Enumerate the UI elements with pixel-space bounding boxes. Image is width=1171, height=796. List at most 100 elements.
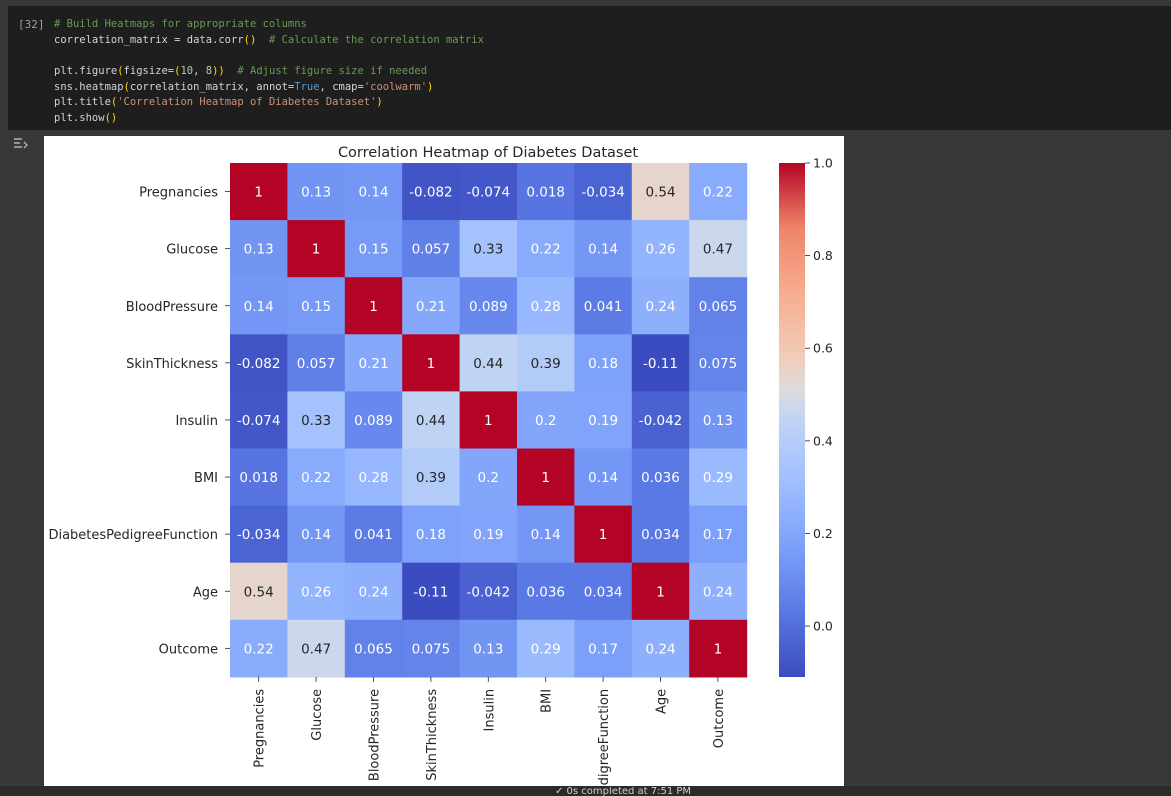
heatmap-cell-label: 0.14	[531, 527, 561, 543]
colorbar-tick-label: 0.8	[813, 248, 833, 263]
heatmap-cell-label: 0.29	[531, 641, 561, 657]
heatmap-cell	[574, 334, 633, 392]
status-bar	[0, 786, 1171, 796]
heatmap-cell-label: 0.13	[301, 185, 331, 201]
code-line[interactable]: plt.figure(figsize=(10, 8)) # Adjust fig…	[54, 64, 484, 80]
heatmap-cell-label: 0.19	[473, 527, 503, 543]
heatmap-cell-label: 1	[714, 641, 723, 657]
heatmap-cell	[574, 220, 633, 278]
heatmap-cell-label: 0.15	[301, 299, 331, 315]
heatmap-cell	[517, 334, 575, 392]
code-text[interactable]: # Build Heatmaps for appropriate columns…	[54, 17, 484, 127]
heatmap-cell-label: 0.13	[473, 641, 503, 657]
heatmap-cell	[230, 391, 288, 450]
code-token: )	[212, 65, 219, 78]
heatmap-cell-label: 0.28	[531, 299, 561, 315]
heatmap-cell	[517, 619, 575, 678]
heatmap-cell	[344, 448, 403, 507]
heatmap-cell-label: 0.47	[301, 641, 331, 657]
column-tick-label: BloodPressure	[368, 689, 383, 781]
code-token: (	[174, 65, 181, 78]
column-tick-label: BMI	[540, 689, 555, 713]
row-tick-label: Age	[193, 585, 218, 600]
heatmap-cell-label: 0.041	[584, 299, 623, 315]
heatmap-cell-label: 0.24	[703, 584, 733, 600]
heatmap-cell-label: 0.18	[416, 527, 446, 543]
heatmap-cell	[574, 391, 633, 450]
code-token: , cmap=	[319, 80, 364, 93]
code-token: correlation_matrix = data.corr	[54, 33, 244, 46]
code-token: correlation_matrix, annot=	[129, 80, 295, 93]
code-token: (	[117, 65, 124, 78]
output-collapse-icon[interactable]	[12, 136, 32, 154]
heatmap-cell	[287, 562, 346, 621]
code-line[interactable]: correlation_matrix = data.corr() # Calcu…	[54, 33, 484, 49]
column-tick-label: Insulin	[482, 689, 497, 732]
code-token: 'coolwarm'	[363, 80, 428, 93]
colorbar-tick-label: 0.4	[813, 433, 833, 448]
execution-count[interactable]: [32]	[18, 18, 45, 31]
heatmap-cell-label: 1	[369, 299, 378, 315]
code-line[interactable]: plt.title('Correlation Heatmap of Diabet…	[54, 95, 484, 111]
heatmap-cell-label: 1	[254, 185, 263, 201]
heatmap-cell	[517, 448, 575, 507]
row-tick-label: Glucose	[166, 243, 218, 258]
code-line[interactable]: # Build Heatmaps for appropriate columns	[54, 17, 484, 33]
heatmap-cell	[631, 562, 690, 621]
code-editor[interactable]: [32] # Build Heatmaps for appropriate co…	[8, 6, 1171, 130]
colorbar-tick-label: 0.6	[813, 341, 833, 356]
heatmap-cell-label: 0.2	[535, 413, 556, 429]
column-tick-label: Pregnancies	[253, 689, 268, 768]
heatmap-cell-label: 0.034	[584, 584, 623, 600]
heatmap-cell	[689, 163, 748, 221]
heatmap-cell-label: 0.17	[588, 641, 618, 657]
colorbar-tick-label: 0.0	[813, 619, 833, 634]
heatmap-cell	[230, 619, 288, 678]
row-tick-label: DiabetesPedigreeFunction	[48, 528, 218, 543]
code-token: )	[218, 65, 225, 78]
heatmap-cell-label: 0.14	[301, 527, 331, 543]
heatmap-cell	[631, 448, 690, 507]
code-token: plt.show	[54, 112, 105, 125]
heatmap-cell	[230, 220, 288, 278]
row-tick-label: BMI	[194, 471, 218, 486]
heatmap-cell	[230, 334, 288, 392]
heatmap-cell	[574, 619, 633, 678]
code-token: 10	[180, 65, 194, 78]
heatmap-cell-label: 0.22	[703, 185, 733, 201]
heatmap-cell	[344, 505, 403, 564]
heatmap-cell	[517, 391, 575, 450]
code-line[interactable]: plt.show()	[54, 111, 484, 127]
row-tick-label: Outcome	[159, 642, 218, 657]
heatmap-cell-label: 0.33	[473, 242, 503, 258]
heatmap-cell	[459, 334, 518, 392]
heatmap-cell-label: 1	[427, 356, 436, 372]
heatmap-cell	[344, 391, 403, 450]
heatmap-cell	[344, 220, 403, 278]
heatmap-cell	[459, 448, 518, 507]
heatmap-cell-label: 0.065	[354, 641, 393, 657]
heatmap-cell-label: 0.14	[588, 242, 618, 258]
heatmap-cell	[689, 619, 748, 678]
code-token: # Calculate the correlation matrix	[256, 33, 484, 46]
status-text: ✓ 0s completed at 7:51 PM	[555, 787, 692, 796]
heatmap-cell	[402, 505, 461, 564]
heatmap-cell	[459, 391, 518, 450]
code-line[interactable]	[54, 48, 484, 64]
heatmap-cell-label: 0.28	[358, 470, 388, 486]
heatmap-cell-label: 0.041	[354, 527, 393, 543]
heatmap-cell-label: -0.074	[237, 413, 281, 429]
heatmap-cell	[574, 448, 633, 507]
heatmap-cell	[574, 277, 633, 335]
heatmap-cell-label: 0.13	[244, 242, 274, 258]
heatmap-cell	[631, 163, 690, 221]
heatmap-cell-label: 0.24	[645, 641, 675, 657]
code-line[interactable]: sns.heatmap(correlation_matrix, annot=Tr…	[54, 80, 484, 96]
heatmap-cell	[287, 619, 346, 678]
heatmap-cell	[459, 505, 518, 564]
heatmap-cell-label: 0.44	[473, 356, 503, 372]
heatmap-cell	[287, 334, 346, 392]
heatmap-cell	[287, 505, 346, 564]
heatmap-cell	[344, 277, 403, 335]
heatmap-cell	[459, 562, 518, 621]
